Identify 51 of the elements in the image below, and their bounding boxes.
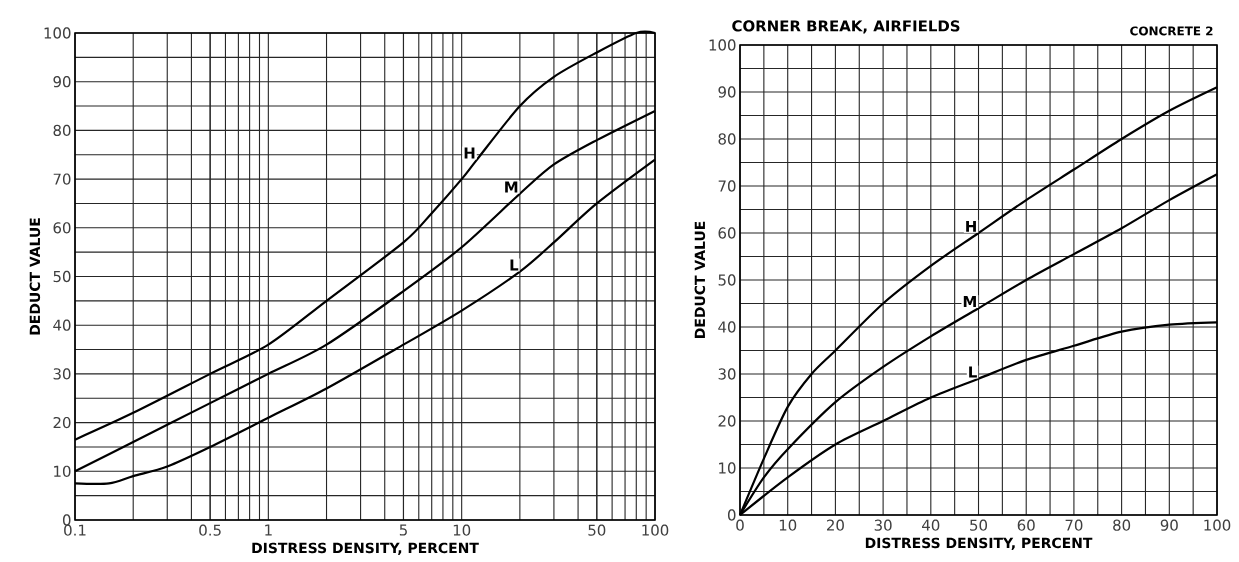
x-tick-label: 10 xyxy=(453,524,471,536)
x-tick-label: 1 xyxy=(265,524,272,536)
series-label: M xyxy=(505,181,518,193)
y-axis-title: DEDUCT VALUE xyxy=(29,218,41,335)
x-tick-label: 70 xyxy=(1065,519,1083,531)
y-tick-label: 30 xyxy=(53,368,71,380)
x-axis-title: DISTRESS DENSITY, PERCENT xyxy=(252,542,479,555)
y-tick-label: 90 xyxy=(53,76,71,88)
x-tick-label: 40 xyxy=(922,519,940,531)
y-tick-label: 40 xyxy=(53,319,71,331)
x-tick-label: 20 xyxy=(827,519,844,531)
series-label: H xyxy=(464,147,475,159)
x-tick-label: 50 xyxy=(970,519,988,531)
y-tick-label: 80 xyxy=(53,124,71,137)
x-axis-title: DISTRESS DENSITY, PERCENT xyxy=(865,537,1093,550)
series-label: L xyxy=(969,366,977,378)
y-tick-label: 10 xyxy=(719,462,736,474)
y-axis-title: DEDUCT VALUE xyxy=(694,221,706,338)
y-tick-label: 50 xyxy=(53,270,71,283)
y-tick-label: 60 xyxy=(718,227,736,239)
x-tick-label: 0.1 xyxy=(64,524,86,536)
x-tick-label: 10 xyxy=(779,519,797,531)
y-tick-label: 30 xyxy=(718,368,736,380)
x-tick-label: 30 xyxy=(874,519,892,531)
y-tick-label: 80 xyxy=(718,133,736,145)
x-tick-label: 100 xyxy=(1204,519,1231,531)
y-tick-label: 10 xyxy=(54,465,71,477)
y-tick-label: 70 xyxy=(53,173,71,185)
y-tick-label: 0 xyxy=(727,509,736,521)
x-tick-label: 90 xyxy=(1160,519,1178,531)
y-tick-label: 100 xyxy=(44,27,71,39)
x-tick-label: 0 xyxy=(736,519,744,531)
y-tick-label: 20 xyxy=(53,416,71,429)
chart-title: CORNER BREAK, AIRFIELDS xyxy=(732,20,960,34)
y-tick-label: 20 xyxy=(718,415,736,427)
x-tick-label: 100 xyxy=(642,524,669,536)
x-tick-label: 50 xyxy=(588,524,606,536)
text: CONCRETE 2 xyxy=(1130,26,1213,36)
x-tick-label: 80 xyxy=(1113,519,1131,531)
x-tick-label: 60 xyxy=(1017,519,1035,531)
y-tick-label: 100 xyxy=(709,39,736,51)
series-label: H xyxy=(966,220,976,232)
y-tick-label: 60 xyxy=(53,222,71,234)
series-label: L xyxy=(510,259,519,271)
y-tick-label: 50 xyxy=(718,274,736,286)
x-tick-label: 0.5 xyxy=(199,524,221,536)
y-tick-label: 90 xyxy=(718,86,736,98)
y-tick-label: 70 xyxy=(718,180,736,192)
y-tick-label: 40 xyxy=(718,321,736,333)
x-tick-label: 5 xyxy=(399,524,407,536)
series-label: M xyxy=(963,296,976,307)
